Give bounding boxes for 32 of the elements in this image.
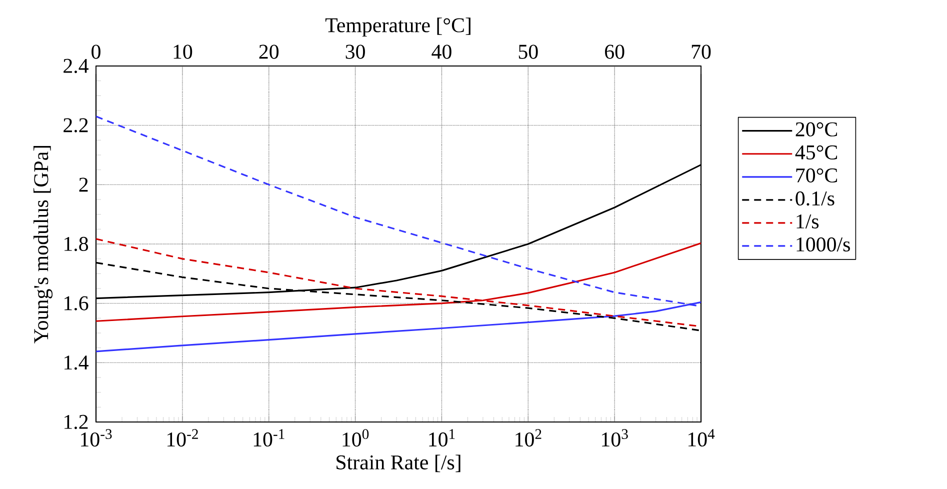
x-tick-label: 10$^{0}$ xyxy=(342,429,369,447)
y-tick-label: 1.4 xyxy=(64,356,89,370)
y-tick-label: 2.2 xyxy=(64,118,88,132)
x-tick-label: 10$^{-3}$ xyxy=(81,429,112,447)
x-tick-label: 10$^{4}$ xyxy=(688,429,715,447)
x-axis-title: Strain Rate [/s] xyxy=(336,454,460,472)
x2-tick-label: 40 xyxy=(432,44,452,59)
y-tick-label: 2.4 xyxy=(64,58,89,74)
x-tick-label: 10$^{2}$ xyxy=(516,429,542,447)
x2-tick-label: 20 xyxy=(259,44,279,59)
legend-label: 45°C xyxy=(795,145,837,160)
y-tick-label: 1.2 xyxy=(64,414,88,430)
x2-tick-label: 70 xyxy=(692,44,711,59)
x-tick-label: 10$^{3}$ xyxy=(602,429,628,447)
y-tick-label: 2 xyxy=(79,178,88,192)
y-tick-label: 1.6 xyxy=(64,296,88,310)
legend-label: 70°C xyxy=(796,168,837,182)
x2-tick-label: 30 xyxy=(346,44,365,59)
legend-label: 20°C xyxy=(796,122,837,136)
x2-tick-label: 50 xyxy=(518,44,538,59)
x2-axis-title: Temperature [°C] xyxy=(325,18,470,37)
legend-label: 1/s xyxy=(796,214,819,228)
x2-tick-label: 60 xyxy=(605,44,624,59)
x-tick-label: 10$^{-2}$ xyxy=(167,429,198,447)
x-tick-label: 10$^{1}$ xyxy=(429,429,455,447)
x2-tick-label: 0 xyxy=(92,44,100,59)
y-tick-label: 1.8 xyxy=(64,236,88,252)
x-tick-label: 10$^{-1}$ xyxy=(254,429,284,447)
y-axis-title: Young's modulus [GPa] xyxy=(33,146,53,344)
legend-label: 1000/s xyxy=(796,237,850,252)
x2-tick-label: 10 xyxy=(174,44,192,59)
legend-label: 0.1/s xyxy=(796,191,834,206)
